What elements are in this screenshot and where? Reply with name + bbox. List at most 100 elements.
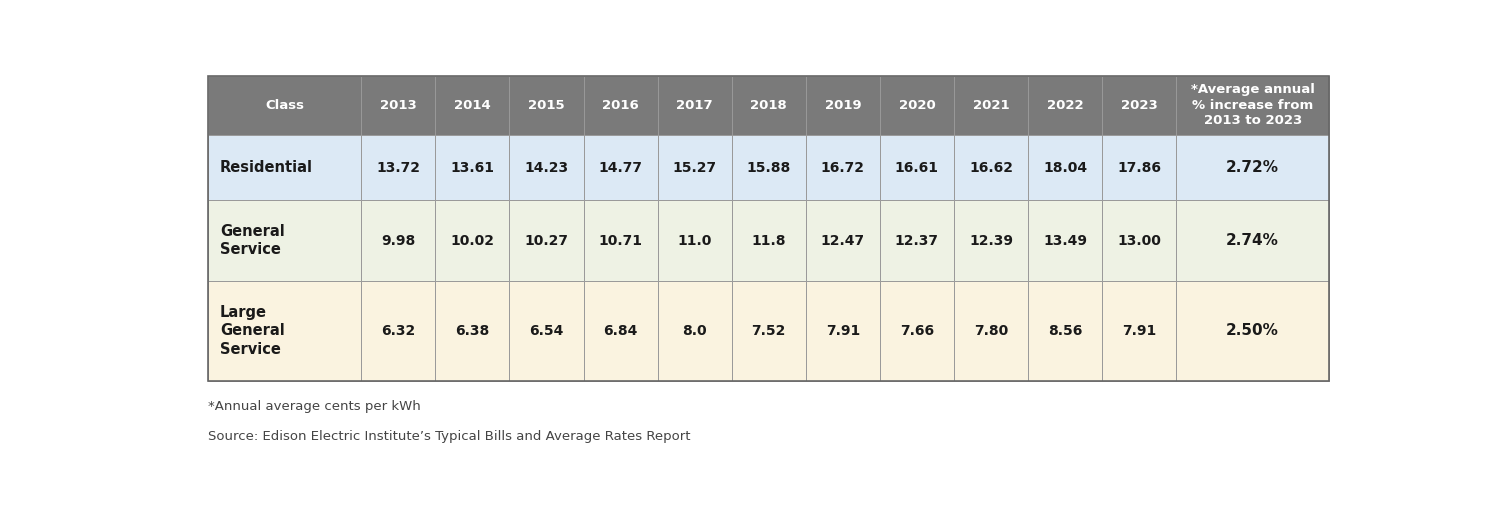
Text: 2019: 2019 [825, 99, 861, 112]
Text: 6.38: 6.38 [456, 324, 489, 338]
Bar [209, 76, 362, 135]
Text: 2021: 2021 [972, 99, 1010, 112]
Bar [1176, 76, 1329, 135]
Bar [1102, 280, 1176, 381]
Bar [584, 135, 657, 200]
Text: 7.52: 7.52 [752, 324, 786, 338]
Text: 10.02: 10.02 [450, 233, 495, 248]
Bar [1176, 280, 1329, 381]
Bar [954, 280, 1028, 381]
Bar [880, 76, 954, 135]
Text: 16.72: 16.72 [821, 161, 866, 175]
Bar [806, 280, 880, 381]
Bar [657, 76, 732, 135]
Bar [1176, 200, 1329, 280]
Bar [806, 200, 880, 280]
Text: 2016: 2016 [602, 99, 639, 112]
Bar [435, 200, 510, 280]
Bar [209, 76, 1329, 381]
Text: 14.23: 14.23 [525, 161, 568, 175]
Bar [584, 76, 657, 135]
Bar [435, 135, 510, 200]
Text: 2.72%: 2.72% [1226, 160, 1280, 176]
Bar [362, 76, 435, 135]
Text: 14.77: 14.77 [598, 161, 642, 175]
Bar [732, 135, 806, 200]
Bar [510, 200, 584, 280]
Text: 2.50%: 2.50% [1226, 323, 1280, 339]
Text: *Average annual
% increase from
2013 to 2023: *Average annual % increase from 2013 to … [1191, 84, 1314, 127]
Text: 6.32: 6.32 [381, 324, 416, 338]
Text: 2018: 2018 [750, 99, 788, 112]
Text: Class: Class [266, 99, 305, 112]
Bar [584, 200, 657, 280]
Bar [584, 280, 657, 381]
Text: 11.0: 11.0 [678, 233, 712, 248]
Bar [1102, 76, 1176, 135]
Text: 13.49: 13.49 [1042, 233, 1088, 248]
Text: 8.56: 8.56 [1048, 324, 1083, 338]
Bar [732, 76, 806, 135]
Bar [209, 135, 362, 200]
Text: 15.88: 15.88 [747, 161, 790, 175]
Bar [362, 135, 435, 200]
Bar [362, 280, 435, 381]
Text: 7.80: 7.80 [974, 324, 1008, 338]
Text: 2014: 2014 [454, 99, 490, 112]
Bar [880, 280, 954, 381]
Text: 2015: 2015 [528, 99, 566, 112]
Bar [1028, 280, 1102, 381]
Bar [732, 280, 806, 381]
Bar [1102, 135, 1176, 200]
Text: 16.61: 16.61 [896, 161, 939, 175]
Text: 13.00: 13.00 [1118, 233, 1161, 248]
Bar [657, 135, 732, 200]
Text: 15.27: 15.27 [672, 161, 717, 175]
Bar [510, 135, 584, 200]
Bar [954, 200, 1028, 280]
Bar [435, 76, 510, 135]
Bar [1028, 200, 1102, 280]
Bar [880, 135, 954, 200]
Text: 7.91: 7.91 [1122, 324, 1156, 338]
Bar [362, 200, 435, 280]
Text: 2020: 2020 [898, 99, 936, 112]
Bar [732, 200, 806, 280]
Bar [510, 280, 584, 381]
Bar [954, 76, 1028, 135]
Text: 10.71: 10.71 [598, 233, 642, 248]
Bar [806, 135, 880, 200]
Text: 12.47: 12.47 [821, 233, 866, 248]
Bar [657, 200, 732, 280]
Text: 18.04: 18.04 [1042, 161, 1088, 175]
Bar [435, 280, 510, 381]
Text: 2.74%: 2.74% [1226, 233, 1280, 248]
Bar [209, 280, 362, 381]
Text: 17.86: 17.86 [1118, 161, 1161, 175]
Text: 2013: 2013 [380, 99, 417, 112]
Text: 7.91: 7.91 [825, 324, 860, 338]
Text: 10.27: 10.27 [525, 233, 568, 248]
Text: 2022: 2022 [1047, 99, 1083, 112]
Text: 16.62: 16.62 [969, 161, 1012, 175]
Text: 13.61: 13.61 [450, 161, 495, 175]
Bar [954, 135, 1028, 200]
Bar [1176, 135, 1329, 200]
Bar [806, 76, 880, 135]
Text: 2023: 2023 [1120, 99, 1158, 112]
Bar [880, 200, 954, 280]
Text: 11.8: 11.8 [752, 233, 786, 248]
Text: 9.98: 9.98 [381, 233, 416, 248]
Bar [209, 200, 362, 280]
Bar [1028, 76, 1102, 135]
Text: Residential: Residential [220, 160, 314, 176]
Text: General
Service: General Service [220, 224, 285, 257]
Text: Source: Edison Electric Institute’s Typical Bills and Average Rates Report: Source: Edison Electric Institute’s Typi… [209, 430, 692, 443]
Text: 13.72: 13.72 [376, 161, 420, 175]
Text: 8.0: 8.0 [682, 324, 706, 338]
Text: 2017: 2017 [676, 99, 712, 112]
Bar [1028, 135, 1102, 200]
Bar [657, 280, 732, 381]
Text: Large
General
Service: Large General Service [220, 305, 285, 357]
Text: 6.84: 6.84 [603, 324, 638, 338]
